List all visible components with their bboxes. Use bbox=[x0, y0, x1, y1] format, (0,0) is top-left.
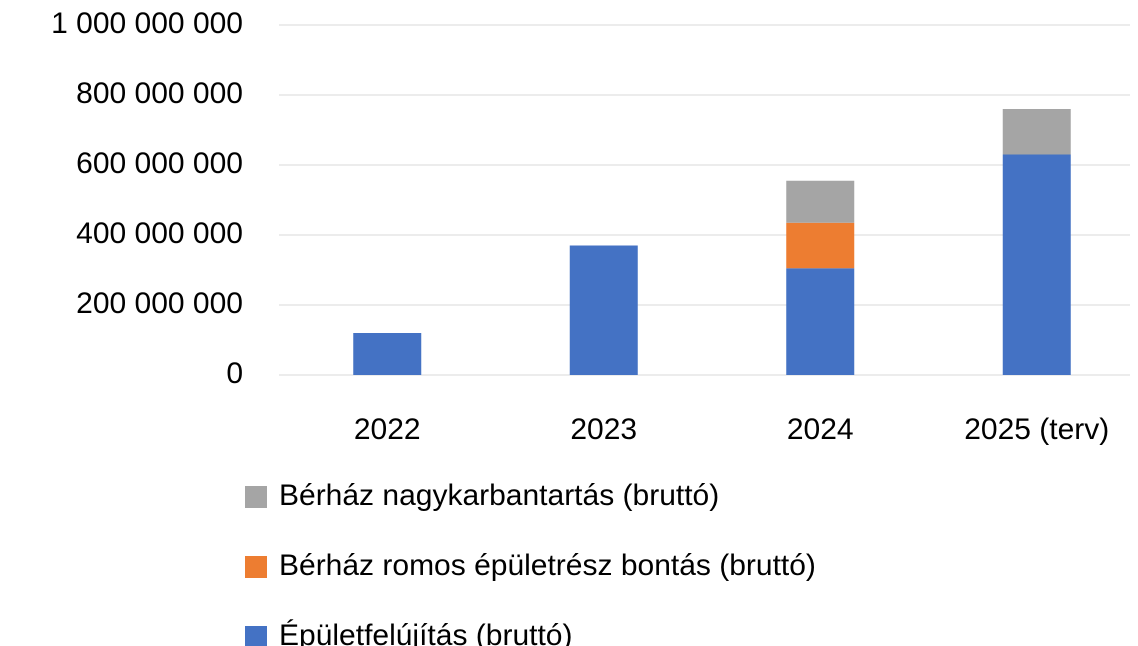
x-tick-label: 2024 bbox=[787, 413, 854, 446]
x-tick-label: 2022 bbox=[354, 413, 421, 446]
bar bbox=[1002, 109, 1071, 155]
x-tick-label: 2023 bbox=[570, 413, 637, 446]
legend-swatch bbox=[245, 626, 267, 646]
y-tick-label: 800 000 000 bbox=[76, 77, 243, 110]
legend-swatch bbox=[245, 556, 267, 578]
legend-label: Épületfelújítás (bruttó) bbox=[279, 619, 572, 646]
bar bbox=[353, 333, 422, 375]
y-tick-label: 0 bbox=[226, 357, 243, 390]
x-tick-label: 2025 (terv) bbox=[964, 413, 1109, 446]
bar bbox=[786, 222, 855, 269]
legend-label: Bérház nagykarbantartás (bruttó) bbox=[279, 479, 719, 512]
bar bbox=[786, 180, 855, 223]
bar bbox=[1002, 154, 1071, 375]
bar bbox=[569, 245, 638, 375]
y-tick-label: 1 000 000 000 bbox=[51, 7, 243, 40]
legend-label: Bérház romos épületrész bontás (bruttó) bbox=[279, 549, 816, 582]
y-tick-label: 400 000 000 bbox=[76, 217, 243, 250]
y-tick-label: 200 000 000 bbox=[76, 287, 243, 320]
y-tick-label: 600 000 000 bbox=[76, 147, 243, 180]
legend-swatch bbox=[245, 486, 267, 508]
bar bbox=[786, 268, 855, 375]
